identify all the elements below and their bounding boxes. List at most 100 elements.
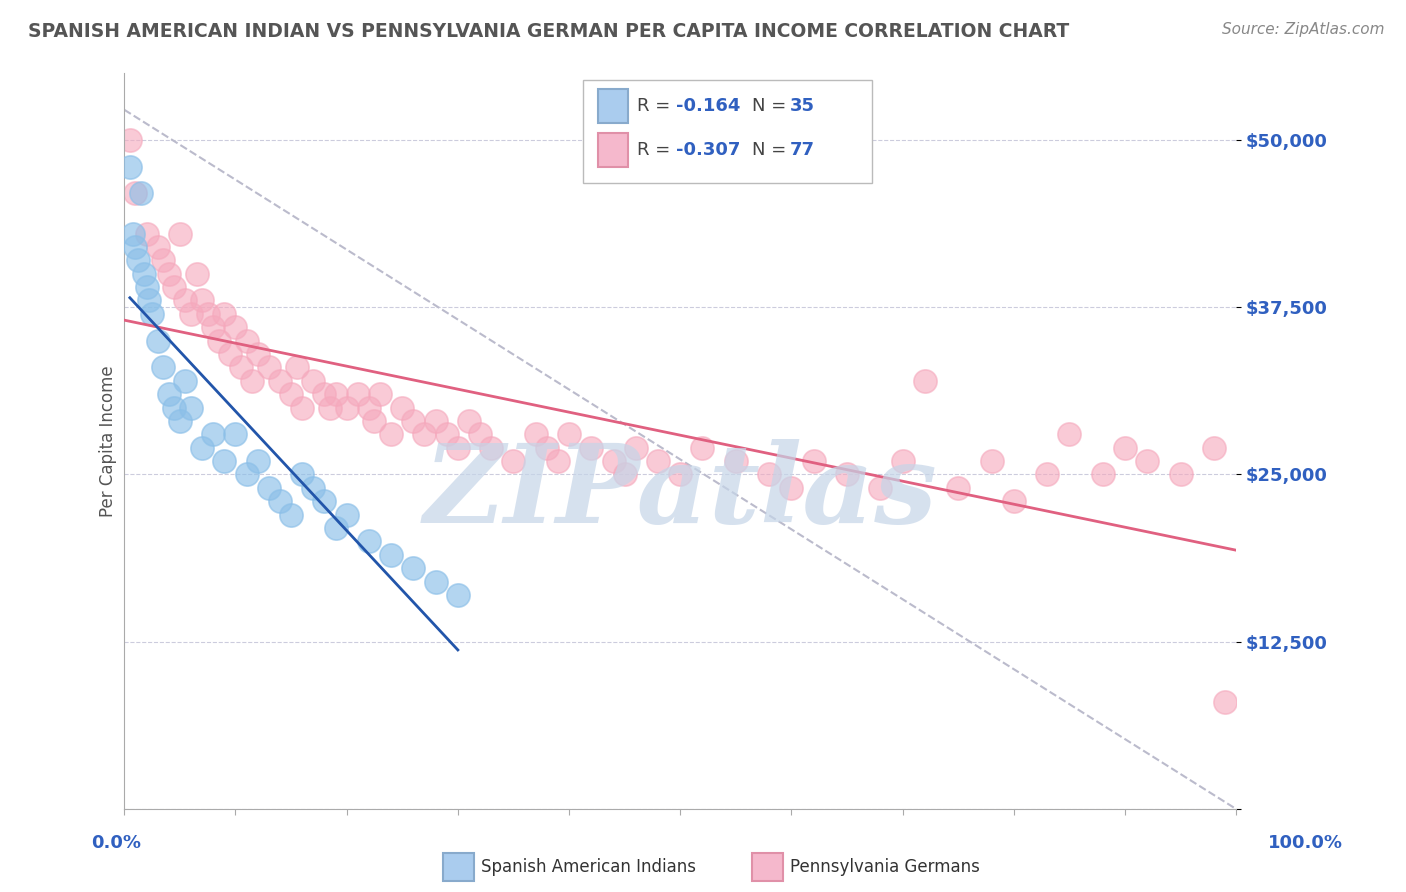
Point [118, 133, 141, 147]
Point [380, 548, 402, 562]
Text: 0.0%: 0.0% [91, 834, 142, 852]
Point [208, 334, 231, 348]
Point [368, 387, 391, 401]
Point [169, 414, 191, 428]
Point [169, 227, 191, 241]
Point [141, 307, 163, 321]
Point [135, 227, 157, 241]
Point [891, 454, 914, 468]
Point [291, 401, 314, 415]
Point [413, 427, 436, 442]
Point [558, 427, 581, 442]
Point [425, 414, 447, 428]
Point [138, 293, 160, 308]
Point [180, 307, 202, 321]
Point [914, 374, 936, 388]
Point [122, 227, 145, 241]
Point [1002, 494, 1025, 508]
Point [346, 387, 368, 401]
Point [835, 467, 858, 482]
Point [468, 427, 491, 442]
Point [163, 280, 186, 294]
Point [157, 267, 180, 281]
Point [285, 360, 308, 375]
Point [692, 441, 714, 455]
Text: R =: R = [637, 141, 676, 159]
Point [502, 454, 524, 468]
Point [602, 454, 624, 468]
Point [135, 280, 157, 294]
Point [319, 401, 342, 415]
Point [219, 347, 242, 361]
Point [314, 387, 336, 401]
Point [224, 427, 246, 442]
Text: N =: N = [752, 141, 792, 159]
Point [174, 293, 197, 308]
Point [803, 454, 825, 468]
Point [581, 441, 603, 455]
Text: ZIPatlas: ZIPatlas [423, 439, 938, 546]
Text: 100.0%: 100.0% [1268, 834, 1343, 852]
Point [613, 467, 636, 482]
Text: 77: 77 [790, 141, 815, 159]
Point [391, 401, 413, 415]
Point [447, 588, 470, 602]
Point [946, 481, 969, 495]
Point [402, 414, 425, 428]
Point [246, 454, 269, 468]
Point [124, 240, 146, 254]
Point [302, 374, 325, 388]
Point [302, 481, 325, 495]
Point [146, 240, 169, 254]
Point [202, 320, 225, 334]
Point [314, 494, 336, 508]
Point [269, 494, 291, 508]
Point [214, 307, 236, 321]
Point [436, 427, 458, 442]
Point [235, 467, 257, 482]
Point [547, 454, 569, 468]
Point [1091, 467, 1114, 482]
Point [1202, 441, 1225, 455]
Point [1136, 454, 1159, 468]
Point [336, 401, 359, 415]
Text: N =: N = [752, 97, 792, 115]
Point [224, 320, 246, 334]
Point [980, 454, 1002, 468]
Point [402, 561, 425, 575]
Point [124, 186, 146, 201]
Point [336, 508, 359, 522]
Point [186, 267, 208, 281]
Point [269, 374, 291, 388]
Point [157, 387, 180, 401]
Point [1114, 441, 1136, 455]
Point [229, 360, 252, 375]
Point [280, 387, 302, 401]
Point [127, 253, 149, 268]
Point [118, 160, 141, 174]
Point [357, 534, 380, 549]
Point [257, 360, 280, 375]
Point [129, 186, 152, 201]
Point [197, 307, 219, 321]
Point [202, 427, 225, 442]
Point [152, 253, 174, 268]
Text: Source: ZipAtlas.com: Source: ZipAtlas.com [1222, 22, 1385, 37]
Point [191, 441, 214, 455]
Point [380, 427, 402, 442]
Point [163, 401, 186, 415]
Text: 35: 35 [790, 97, 815, 115]
Point [325, 521, 347, 535]
Point [174, 374, 197, 388]
Point [214, 454, 236, 468]
Point [1036, 467, 1059, 482]
Point [647, 454, 669, 468]
Point [280, 508, 302, 522]
Point [780, 481, 803, 495]
Point [291, 467, 314, 482]
Point [325, 387, 347, 401]
Point [1059, 427, 1081, 442]
Point [524, 427, 547, 442]
Point [180, 401, 202, 415]
Point [536, 441, 558, 455]
